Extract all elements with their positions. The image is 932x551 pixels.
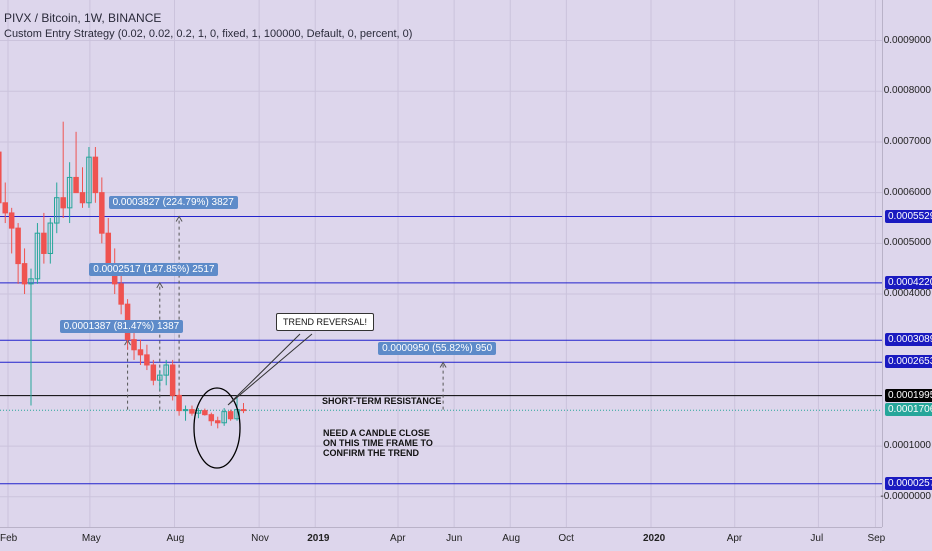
candle-body <box>157 374 163 381</box>
candle-body <box>163 364 169 376</box>
candle-body <box>92 156 99 194</box>
candle-body <box>8 212 15 229</box>
candle-body <box>221 411 227 424</box>
candle-body <box>34 232 41 280</box>
price-badge[interactable]: 0.0001706 <box>885 403 932 417</box>
candle-body <box>150 364 157 381</box>
candle-body <box>189 409 195 414</box>
measure-arrowhead <box>439 361 447 368</box>
candle-body <box>169 364 176 396</box>
price-badge[interactable]: 0.0000257 <box>885 476 932 490</box>
measure-label[interactable]: 0.0002517 (147.85%) 2517 <box>89 262 219 276</box>
grid <box>0 0 882 527</box>
symbol-title[interactable]: PIVX / Bitcoin, 1W, BINANCE <box>4 11 162 25</box>
y-tick-label: 0.0007000 <box>883 135 931 147</box>
price-badge[interactable]: 0.0004220 <box>885 275 932 289</box>
measure-label[interactable]: 0.0000950 (55.82%) 950 <box>378 342 497 356</box>
candle-body <box>86 156 92 204</box>
candle-body <box>105 232 112 265</box>
candle-body <box>0 151 2 204</box>
candle-body <box>2 202 8 214</box>
measure-arrowhead <box>156 281 164 289</box>
candle-body <box>202 410 208 416</box>
y-tick-label: -0.0000000 <box>880 490 931 502</box>
x-tick-label: Apr <box>390 533 406 544</box>
candle-body <box>182 409 189 412</box>
candle-body <box>28 278 34 285</box>
x-tick-label: Nov <box>251 533 269 544</box>
time-axis[interactable]: Feb May Aug Nov 2019 Apr Jun Aug Oct 2020 Apr Jul Se… <box>0 527 886 551</box>
note-line-1: NEED A CANDLE CLOSE <box>323 428 430 438</box>
x-tick-label: 2019 <box>307 533 330 544</box>
measure-label[interactable]: 0.0001387 (81.47%) 1387 <box>59 320 184 334</box>
trend-reversal-callout[interactable]: TREND REVERSAL! <box>276 313 375 331</box>
x-tick-label: Aug <box>502 533 521 544</box>
y-tick-label: 0.0006000 <box>883 186 931 198</box>
price-badge[interactable]: 0.0005529 <box>885 209 932 223</box>
candle-body <box>208 414 215 422</box>
candle-body <box>176 394 182 412</box>
y-tick-label: 0.0008000 <box>883 85 931 97</box>
price-badge[interactable]: 0.0003089 <box>885 333 932 347</box>
callout-pointer <box>227 333 313 406</box>
candle-body <box>137 349 144 356</box>
reversal-ellipse <box>193 387 241 469</box>
candle-body <box>240 409 247 412</box>
price-badge[interactable]: 0.0002653 <box>885 355 932 369</box>
y-tick-label: 0.0004000 <box>883 288 931 300</box>
candle-body <box>79 192 86 204</box>
measure-arrowhead <box>175 215 183 222</box>
note-line-2: ON THIS TIME FRAME TO <box>323 438 433 448</box>
candle-body <box>41 232 47 254</box>
x-tick-label: Sep <box>867 533 886 544</box>
candles <box>0 121 247 429</box>
y-tick-label: 0.0009000 <box>883 34 931 46</box>
x-tick-label: Apr <box>726 533 743 544</box>
price-axis[interactable]: 0.0005529 0.0004220 0.0003089 0.0002653 0.00… <box>880 0 932 527</box>
x-tick-label: Aug <box>166 533 185 544</box>
drawings <box>193 333 313 469</box>
x-tick-label: Oct <box>558 533 574 544</box>
candle-body <box>47 222 54 254</box>
candle-body <box>73 176 79 194</box>
candle-body <box>54 197 60 224</box>
measure-label[interactable]: 0.0003827 (224.79%) 3827 <box>108 196 238 210</box>
note-line-3: CONFIRM THE TREND <box>323 448 419 458</box>
y-tick-label: 0.0005000 <box>883 237 931 249</box>
candle-body <box>99 192 105 234</box>
candle-body <box>118 283 124 305</box>
candle-body <box>144 354 150 366</box>
candle-body <box>15 227 21 265</box>
candle-body <box>227 411 234 420</box>
measure-arrows <box>124 215 447 410</box>
indicator-title[interactable]: Custom Entry Strategy (0.02, 0.02, 0.2, … <box>4 28 413 40</box>
candle-body <box>21 263 28 285</box>
x-tick-label: Feb <box>0 533 18 544</box>
x-tick-label: Jun <box>446 533 463 544</box>
x-tick-label: Jul <box>810 533 824 544</box>
plot-area[interactable]: PIVX / Bitcoin, 1W, BINANCE Custom Entry… <box>0 0 882 527</box>
candle-body <box>60 197 66 209</box>
x-tick-label: 2020 <box>643 533 666 544</box>
candle-body <box>214 420 221 424</box>
candle-body <box>66 176 73 209</box>
resistance-label: SHORT-TERM RESISTANCE <box>322 396 442 406</box>
y-tick-label: 0.0001000 <box>883 440 931 452</box>
x-tick-label: May <box>81 533 101 544</box>
price-badge[interactable]: 0.0001995 <box>885 388 932 402</box>
candle-body <box>131 339 137 351</box>
